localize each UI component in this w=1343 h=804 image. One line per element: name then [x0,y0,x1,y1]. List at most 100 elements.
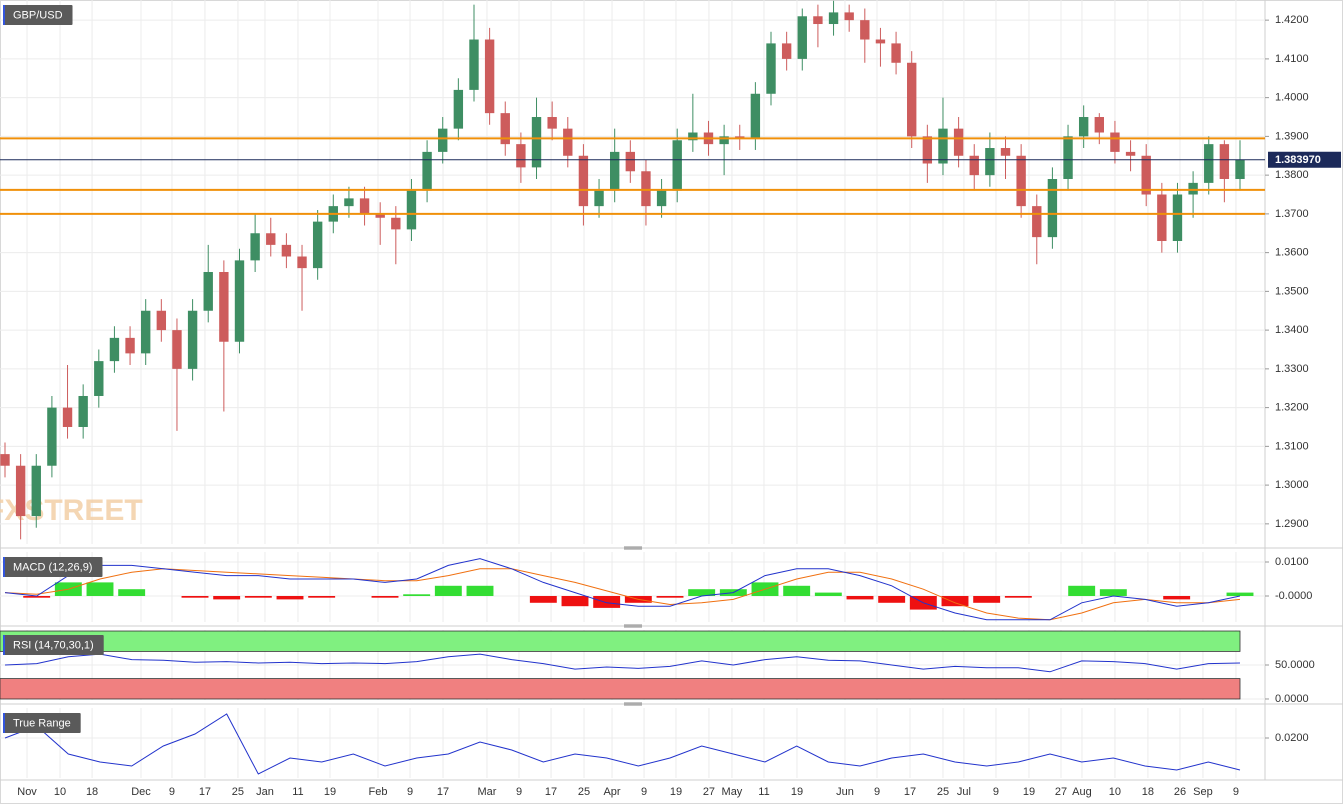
candle-body [625,151,636,172]
candle-body [125,337,135,354]
x-tick-label: 19 [791,786,803,798]
x-tick-label: Dec [131,786,151,798]
pane-title-box [3,5,73,25]
x-tick-label: 9 [516,786,522,798]
candle-body [578,155,589,207]
x-tick-label: 18 [86,786,98,798]
y-tick-label: 1.4200 [1275,14,1309,26]
pane-title-box [3,713,81,733]
x-tick-label: 25 [578,786,590,798]
candle-body [203,272,213,311]
x-tick-label: 11 [758,786,769,798]
candle-body [1032,206,1042,238]
y-tick-label: 1.3200 [1275,402,1309,414]
histogram-bar [783,585,811,596]
pane-title: RSI (14,70,30,1) [3,635,104,655]
x-tick-label: 9 [407,786,413,798]
candle-body [1219,144,1230,180]
y-tick-label: -0.0000 [1275,590,1312,602]
candle-body [109,337,120,362]
histogram-bar [814,592,842,596]
y-tick-label: 1.3900 [1275,130,1309,142]
candle-body [531,117,542,168]
candle-body [672,140,682,191]
candle-body [500,113,510,145]
histogram-bar [656,595,684,598]
candle-body [312,221,323,269]
candle-body [94,361,104,396]
x-tick-label: 9 [169,786,175,798]
candle-body [563,128,573,156]
histogram-bar [403,594,431,596]
rsi-band [0,630,1241,652]
candle-body [62,407,73,427]
rsi-line [4,653,1241,673]
histogram-bar [371,595,399,598]
candle-body [547,117,557,129]
y-tick-label: 1.3300 [1275,363,1309,375]
y-tick-label: 1.4100 [1275,53,1309,65]
histogram-bar [244,595,272,598]
candle-body [641,171,651,207]
candle-body [813,16,823,25]
histogram-bar [181,595,209,598]
x-tick-label: 11 [292,786,303,798]
pane-title-accent [3,5,5,25]
label-layer: Nov 10 18 Dec 9 17 25 Jan 11 19 Feb 9 17 Mar 9 17 25 Apr 9… [3,5,1341,798]
x-tick-label: 25 [937,786,949,798]
candle-body [78,395,88,427]
x-tick-label: Apr [603,786,620,798]
histogram-bar [1004,595,1032,598]
y-tick-label: 0.0200 [1275,732,1309,744]
candle-body [422,151,432,191]
pane-title: True Range [3,713,81,733]
histogram-bar [1226,592,1254,596]
rsi-band [0,678,1241,700]
candle-body [1188,182,1198,195]
candle-body [469,39,479,90]
x-tick-label: 27 [703,786,715,798]
y-tick-label: 1.2900 [1275,518,1309,530]
y-tick-label: 1.3000 [1275,479,1309,491]
candle-body [860,20,870,40]
pane-title-accent [3,635,5,655]
candle-body [985,148,995,176]
x-tick-label: 27 [1055,786,1067,798]
histogram-bar [561,595,589,607]
candle-body [938,128,948,164]
candle-body [156,310,167,331]
candle-body [781,43,792,59]
pane-grip[interactable] [624,546,642,706]
pane-title-box [3,635,104,655]
histogram-bar [466,585,494,596]
histogram-bar [1163,595,1191,600]
pane-title-text: True Range [13,717,71,729]
candle-body [484,39,495,114]
x-tick-label: 19 [324,786,336,798]
macd-line [4,558,1241,621]
x-tick-label: 9 [1233,786,1239,798]
candle-body [1172,194,1183,242]
x-tick-label: Feb [369,786,388,798]
histogram-bar [593,595,621,608]
candle-body [594,190,604,207]
candle-body [1141,155,1151,195]
x-tick-label: 19 [1023,786,1035,798]
candle-body [766,43,776,94]
histogram-bar [878,595,906,603]
histogram-bar [213,595,241,600]
candle-body [1204,144,1214,183]
signal-line [4,568,1241,621]
histogram-bar [1099,589,1127,596]
pane-title-accent [3,557,5,577]
x-tick-label: 17 [199,786,211,798]
x-tick-label: Jan [256,786,274,798]
y-tick-label: 0.0000 [1275,693,1309,705]
candle-body [219,272,229,342]
last-price-label: 1.383970 [1275,154,1321,166]
x-tick-label: 26 [1174,786,1186,798]
x-tick-label: 18 [1142,786,1154,798]
candle-body [1094,117,1104,133]
x-tick-label: Aug [1072,786,1092,798]
